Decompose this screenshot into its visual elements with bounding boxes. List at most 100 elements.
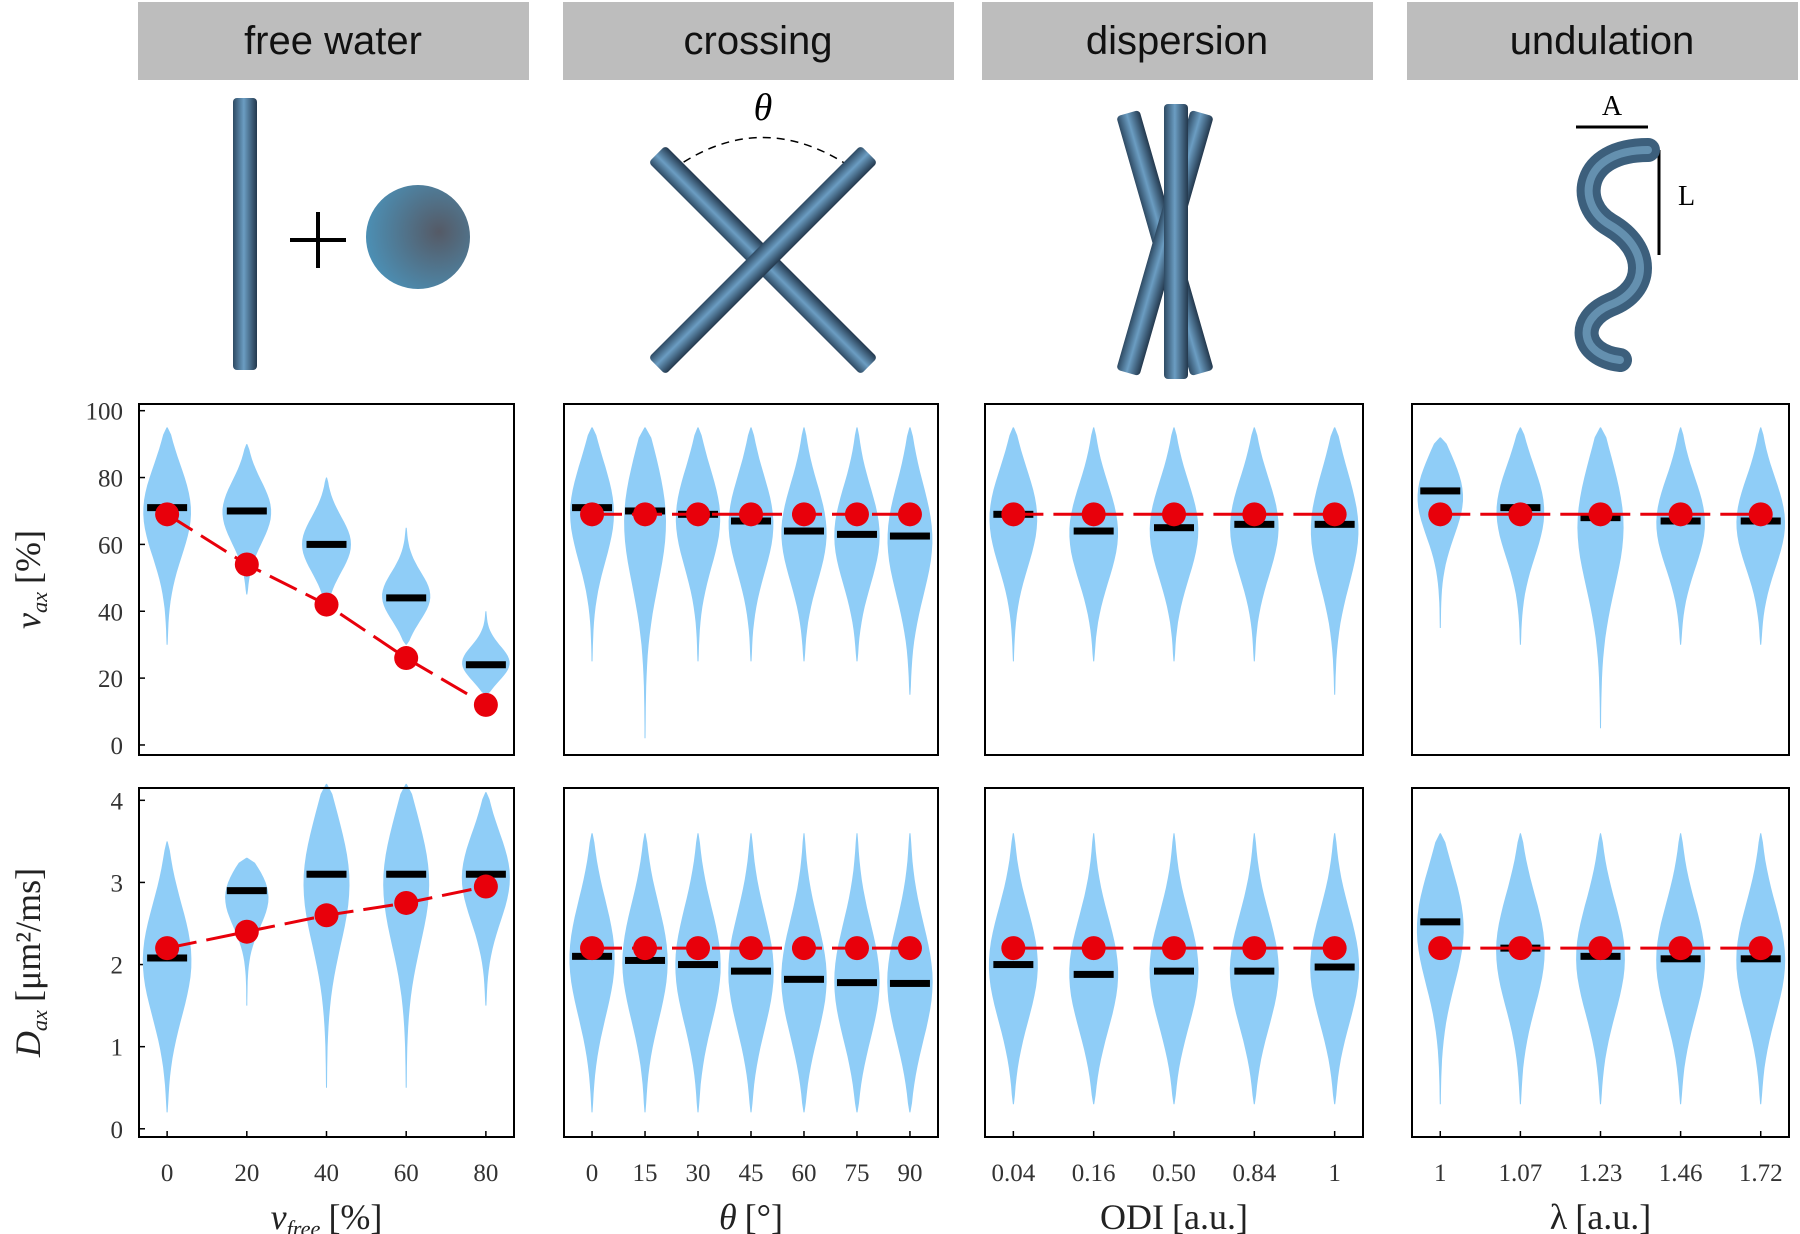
truth-point (1588, 936, 1613, 961)
truth-point (686, 502, 711, 527)
plot-frame (1411, 787, 1790, 1138)
x-tick-label: 1.23 (1579, 1160, 1623, 1187)
median-bar (993, 961, 1034, 969)
y-tick-label: 60 (98, 532, 123, 559)
truth-point (1242, 502, 1267, 527)
axis-label-unit: [μm²/ms] (8, 868, 48, 1002)
violin (887, 833, 933, 1113)
y-tick-label: 40 (98, 599, 123, 626)
median-bar (306, 540, 347, 548)
fiber (650, 147, 876, 373)
truth-point (394, 890, 419, 915)
violin (624, 427, 666, 739)
violin (569, 833, 615, 1113)
truth-point (739, 502, 763, 527)
plot-frame (563, 403, 939, 756)
median-bar (731, 967, 771, 975)
truth-point (1428, 936, 1453, 961)
axis-label-subscript: ax (27, 592, 52, 613)
truth-point (633, 502, 658, 527)
violin (781, 427, 827, 662)
axis-label-unit: [%] (328, 1197, 382, 1234)
plot-frame (138, 787, 515, 1138)
violin (570, 427, 614, 662)
plot-frame (563, 787, 939, 1138)
violin (988, 833, 1038, 1105)
violin (1069, 427, 1118, 662)
headers: free water crossing dispersion undulatio… (138, 2, 1798, 80)
median-bar (1234, 967, 1275, 975)
truth-point (580, 936, 605, 961)
truth-point (1428, 502, 1453, 527)
truth-point (1001, 502, 1026, 527)
violin (1736, 427, 1785, 645)
y-tick-label: 3 (111, 870, 124, 897)
y-tick-label: 4 (111, 788, 124, 815)
truth-point (897, 936, 922, 961)
truth-point (739, 936, 763, 961)
violin (1496, 833, 1545, 1105)
truth-point (1081, 502, 1106, 527)
wavelength-label: L (1678, 181, 1695, 212)
median-bar (678, 961, 719, 969)
violin (1736, 833, 1786, 1105)
violin (222, 444, 272, 595)
violin (382, 527, 431, 645)
x-tick-label: 1 (1328, 1160, 1341, 1187)
truth-point (1162, 936, 1186, 961)
axis-label-unit: [%] (8, 530, 48, 584)
violin (887, 427, 933, 695)
violin (1656, 427, 1705, 645)
axis-label-unit: [a.u.] (1575, 1197, 1651, 1234)
x-tick-label: 0.84 (1232, 1160, 1276, 1187)
median-bar (465, 870, 506, 878)
median-bar (1154, 524, 1194, 532)
diagram-undulation: A L (1574, 91, 1695, 372)
truth-point (1668, 502, 1693, 527)
truth-point (897, 502, 922, 527)
violin (462, 611, 510, 695)
violin (622, 833, 668, 1113)
truth-point (1322, 502, 1347, 527)
violin (675, 427, 721, 662)
violin (1577, 427, 1624, 729)
truth-point (1162, 502, 1186, 527)
header-title: undulation (1510, 19, 1695, 63)
axis-label-symbol: D (8, 1031, 48, 1058)
axis-label-subscript: ax (27, 1010, 52, 1031)
x-tick-label: 60 (791, 1160, 816, 1187)
y-tick-label: 80 (98, 466, 123, 493)
median-bar (465, 661, 506, 669)
median-bar (226, 507, 267, 515)
violin (1417, 437, 1463, 628)
violin (1656, 833, 1706, 1105)
x-tick-label: 60 (394, 1160, 419, 1187)
x-tick-label: 0.04 (991, 1160, 1035, 1187)
median-bar (1073, 970, 1114, 978)
axis-label: vax [%] (8, 530, 52, 629)
y-tick-label: 0 (111, 733, 124, 760)
violin (989, 427, 1038, 662)
x-tick-label: 1 (1434, 1160, 1447, 1187)
axis-label-symbol: λ (1550, 1197, 1568, 1234)
x-tick-label: 40 (314, 1160, 339, 1187)
plot-frame (984, 787, 1364, 1138)
truth-point (1242, 936, 1267, 961)
angle-arc (671, 136, 856, 171)
x-tick-label: 0 (161, 1160, 174, 1187)
median-bar (226, 887, 267, 895)
truth-point (473, 692, 498, 717)
x-tick-label: 1.46 (1659, 1160, 1703, 1187)
truth-point (791, 502, 816, 527)
theta-label: θ (754, 87, 773, 129)
x-tick-label: 75 (844, 1160, 869, 1187)
axis-label-symbol: ODI (1100, 1197, 1164, 1234)
median-bar (836, 979, 877, 987)
median-bar (783, 527, 824, 535)
y-tick-label: 100 (86, 399, 124, 426)
x-tick-label: 20 (234, 1160, 259, 1187)
x-tick-label: 0.16 (1072, 1160, 1116, 1187)
fiber-highlight (1582, 146, 1652, 364)
truth-point (1748, 936, 1773, 961)
median-bar (1420, 918, 1461, 926)
